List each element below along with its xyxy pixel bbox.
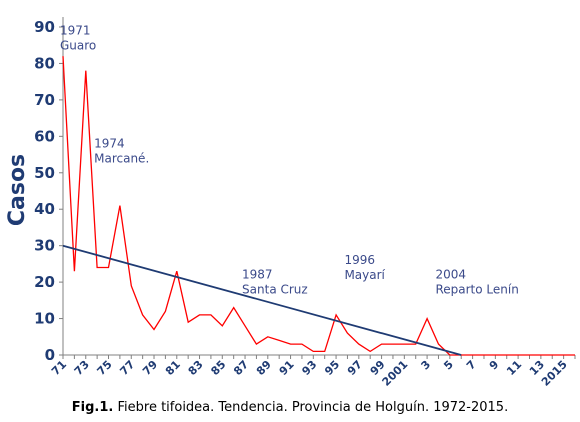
y-tick-label: 90: [34, 18, 55, 36]
annotation-year: 1971: [60, 23, 91, 37]
y-tick-label: 30: [34, 237, 55, 255]
x-tick-label: 9: [487, 358, 502, 373]
caption-text: Fiebre tifoidea. Tendencia. Provincia de…: [113, 400, 509, 415]
caption-prefix: Fig.1.: [71, 400, 114, 415]
x-tick-label: 2001: [380, 358, 411, 389]
figure-caption: Fig.1. Fiebre tifoidea. Tendencia. Provi…: [0, 400, 580, 415]
cases-series-line: [62, 56, 575, 356]
x-tick-label: 93: [299, 358, 319, 378]
x-tick-label: 91: [277, 358, 297, 378]
x-tick-label: 75: [95, 358, 115, 378]
x-tick-label: 83: [186, 358, 206, 378]
annotation-place: Mayarí: [344, 268, 385, 282]
y-tick-label: 10: [34, 310, 55, 328]
annotation-place: Marcané.: [94, 151, 149, 165]
y-tick-label: 20: [34, 273, 55, 291]
x-tick-label: 77: [117, 358, 137, 378]
annotation-place: Santa Cruz: [242, 282, 308, 296]
y-tick-label: 50: [34, 164, 55, 182]
x-tick-label: 73: [72, 358, 92, 378]
trend-line: [62, 244, 462, 356]
x-tick-label: 97: [345, 358, 365, 378]
y-tick-label: 0: [45, 346, 55, 364]
x-tick-label: 79: [140, 358, 160, 378]
annotation-year: 1996: [344, 253, 375, 267]
annotation-place: Reparto Lenín: [435, 282, 518, 296]
x-tick-label: 11: [504, 358, 524, 378]
chart-axes: [62, 17, 575, 356]
annotation-year: 2004: [435, 267, 466, 281]
y-axis-ticks: 0 10 20 30 40 50 60 70 80 90: [34, 18, 63, 364]
annotation-place: Guaro: [60, 38, 96, 52]
x-tick-label: 87: [231, 358, 251, 378]
x-tick-label: 2015: [539, 358, 570, 389]
annotation-year: 1974: [94, 136, 125, 150]
x-tick-label: 3: [419, 358, 434, 373]
y-tick-label: 80: [34, 54, 55, 72]
y-tick-label: 60: [34, 127, 55, 145]
x-tick-label: 95: [322, 358, 342, 378]
y-tick-label: 40: [34, 200, 55, 218]
y-axis-label: Casos: [5, 154, 30, 226]
x-tick-label: 5: [441, 358, 456, 373]
x-tick-label: 85: [208, 358, 228, 378]
x-tick-label: 81: [163, 358, 183, 378]
x-tick-label: 89: [254, 358, 274, 378]
annotation-year: 1987: [242, 267, 273, 281]
x-tick-label: 7: [464, 358, 479, 373]
series-group: [62, 56, 575, 356]
y-tick-label: 70: [34, 91, 55, 109]
